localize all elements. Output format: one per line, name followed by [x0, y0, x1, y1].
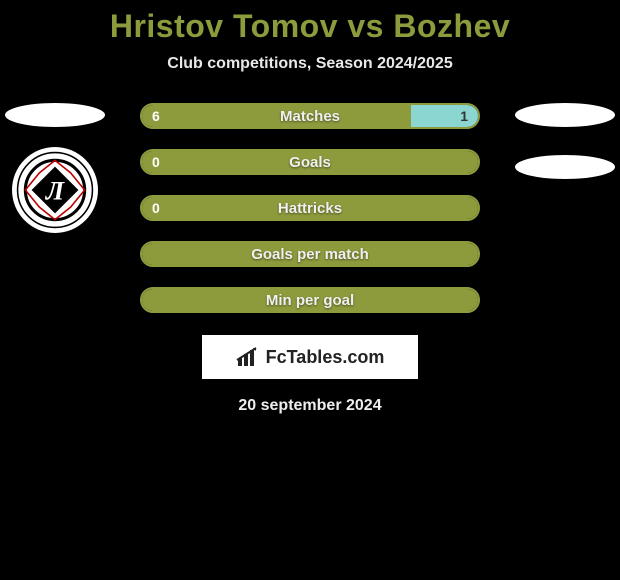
comparison-chart: Л 6Matches1 0Goals 0Hattricks Goals per mat… — [0, 103, 620, 415]
player-placeholder-icon — [5, 103, 105, 127]
logo-text: FcTables.com — [266, 347, 385, 368]
svg-text:Л: Л — [45, 175, 65, 205]
left-player-badges: Л — [0, 103, 110, 233]
right-player-badges — [510, 103, 620, 179]
stat-row: Goals per match — [140, 241, 480, 267]
player-placeholder-icon — [515, 103, 615, 127]
date-label: 20 september 2024 — [10, 397, 610, 415]
page-subtitle: Club competitions, Season 2024/2025 — [0, 55, 620, 73]
stat-label: Hattricks — [142, 200, 478, 217]
stat-label: Goals — [142, 154, 478, 171]
stat-row: Min per goal — [140, 287, 480, 313]
page-title: Hristov Tomov vs Bozhev — [0, 8, 620, 45]
left-club-badge: Л — [12, 147, 98, 233]
stat-label: Matches — [142, 108, 478, 125]
stat-label: Goals per match — [142, 246, 478, 263]
stat-label: Min per goal — [142, 292, 478, 309]
right-value: 1 — [460, 108, 468, 124]
stat-row: 0Hattricks — [140, 195, 480, 221]
stat-row: 0Goals — [140, 149, 480, 175]
club-placeholder-icon — [515, 155, 615, 179]
stat-row: 6Matches1 — [140, 103, 480, 129]
bar-chart-icon — [236, 346, 262, 368]
fctables-logo: FcTables.com — [202, 335, 418, 379]
